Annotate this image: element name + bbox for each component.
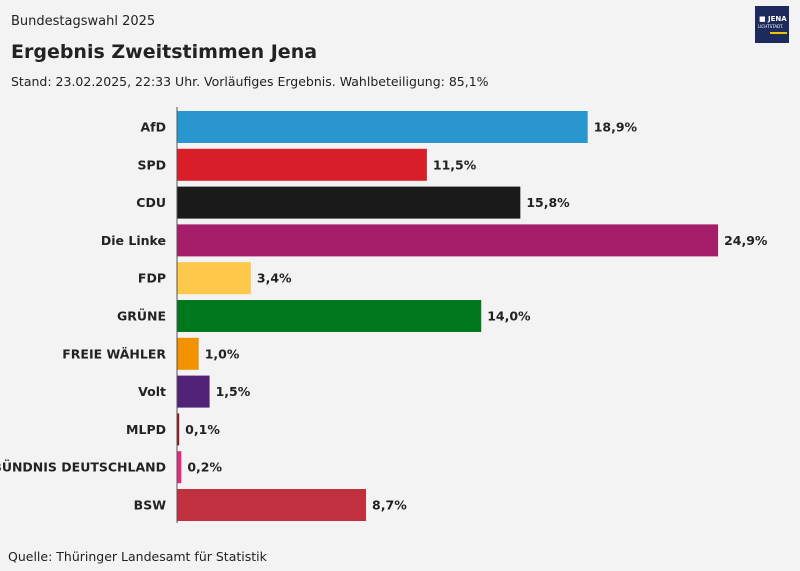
category-label: CDU: [136, 195, 166, 210]
bar: [177, 337, 199, 370]
value-label: 0,2%: [187, 460, 222, 475]
value-label: 0,1%: [185, 422, 220, 437]
category-label: FDP: [138, 271, 166, 286]
category-label: MLPD: [126, 422, 166, 437]
bar: [177, 375, 210, 408]
value-label: 24,9%: [724, 233, 768, 248]
value-label: 1,5%: [216, 384, 251, 399]
subtitle: Stand: 23.02.2025, 22:33 Uhr. Vorläufige…: [11, 74, 489, 89]
value-label: 8,7%: [372, 498, 407, 513]
category-label: Die Linke: [101, 233, 166, 248]
category-label: SPD: [137, 157, 166, 172]
category-label: AfD: [141, 120, 167, 135]
bar: [177, 300, 482, 332]
category-label: BSW: [134, 498, 167, 513]
value-label: 15,8%: [526, 195, 570, 210]
bar: [177, 489, 367, 521]
bar: [177, 111, 588, 143]
bar: [177, 413, 180, 446]
jena-logo: ■ JENA LICHTSTADT.: [755, 6, 789, 43]
bar: [177, 262, 251, 295]
value-label: 14,0%: [487, 309, 531, 324]
value-label: 3,4%: [257, 271, 292, 286]
chart-title: Ergebnis Zweitstimmen Jena: [11, 41, 318, 63]
value-label: 1,0%: [205, 346, 240, 361]
source-note: Quelle: Thüringer Landesamt für Statisti…: [8, 549, 267, 564]
bar: [177, 451, 182, 484]
value-label: 11,5%: [433, 157, 477, 172]
supertitle: Bundestagswahl 2025: [11, 14, 156, 29]
bar: [177, 224, 719, 257]
bar: [177, 148, 427, 181]
category-label: GRÜNE: [117, 309, 166, 324]
category-label: Volt: [138, 384, 166, 399]
category-label: FREIE WÄHLER: [62, 346, 166, 361]
value-label: 18,9%: [594, 120, 638, 135]
bar: [177, 186, 521, 219]
category-label: BÜNDNIS DEUTSCHLAND: [0, 460, 166, 475]
